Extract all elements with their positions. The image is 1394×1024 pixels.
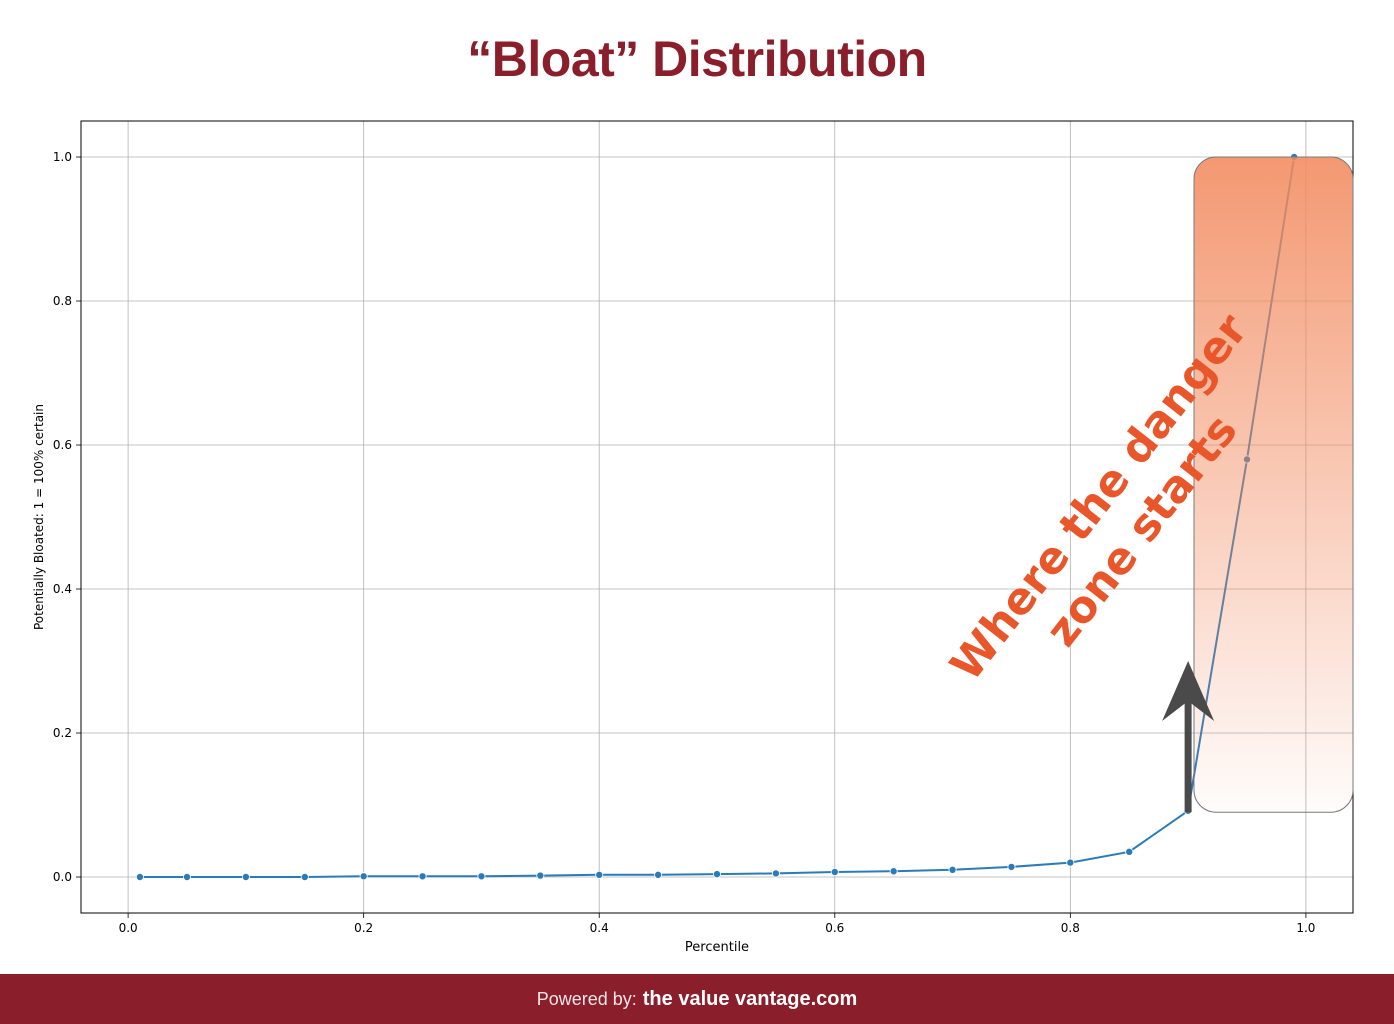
footer-bar: Powered by: the value vantage.com bbox=[0, 974, 1394, 1024]
data-point bbox=[300, 873, 309, 882]
data-point bbox=[1125, 847, 1134, 856]
y-tick-label: 0.2 bbox=[53, 726, 72, 740]
data-point bbox=[1066, 858, 1075, 867]
data-point bbox=[889, 867, 898, 876]
x-axis-label: Percentile bbox=[685, 940, 749, 955]
grid-lines bbox=[81, 121, 1353, 913]
x-tick-label: 0.4 bbox=[590, 921, 609, 935]
series-bloat bbox=[135, 152, 1299, 882]
data-point bbox=[182, 873, 191, 882]
arrow-head bbox=[1162, 661, 1215, 721]
data-point bbox=[654, 870, 663, 879]
data-point bbox=[359, 872, 368, 881]
data-point bbox=[477, 872, 486, 881]
data-point bbox=[536, 871, 545, 880]
data-point bbox=[948, 865, 957, 874]
brand-name: the value vantage.com bbox=[642, 987, 858, 1010]
y-tick-label: 0.4 bbox=[53, 582, 72, 596]
powered-by-label: Powered by: bbox=[536, 988, 637, 1009]
chart-title: “Bloat” Distribution bbox=[467, 31, 927, 87]
x-tick-label: 0.6 bbox=[825, 921, 844, 935]
x-tick-label: 0.8 bbox=[1061, 921, 1080, 935]
y-tick-label: 0.8 bbox=[53, 294, 72, 308]
y-tick-label: 0.0 bbox=[53, 870, 72, 884]
x-tick-label: 0.0 bbox=[119, 921, 138, 935]
danger-zone bbox=[1193, 156, 1354, 813]
x-tick-label: 0.2 bbox=[354, 921, 373, 935]
y-tick-label: 1.0 bbox=[53, 150, 72, 164]
danger-zone-box bbox=[1193, 156, 1354, 813]
data-point bbox=[135, 873, 144, 882]
data-point bbox=[595, 870, 604, 879]
bloat-distribution-chart: 0.0 0.2 0.4 0.6 0.8 1.0 0.0 0.2 0.4 0.6 0.8 1.0 Perc… bbox=[32, 120, 1354, 955]
y-axis-label: Potentially Bloated: 1 = 100% certain bbox=[32, 404, 46, 630]
data-point bbox=[241, 873, 250, 882]
data-point bbox=[830, 867, 839, 876]
x-tick-label: 1.0 bbox=[1296, 921, 1315, 935]
data-point bbox=[771, 869, 780, 878]
y-tick-label: 0.6 bbox=[53, 438, 72, 452]
data-point bbox=[1007, 862, 1016, 871]
data-point bbox=[713, 870, 722, 879]
data-point bbox=[418, 872, 427, 881]
